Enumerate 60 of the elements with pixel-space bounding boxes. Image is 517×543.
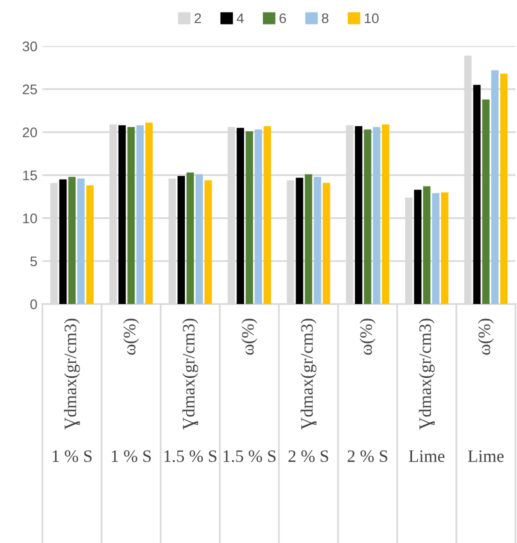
bar bbox=[314, 176, 322, 304]
bar bbox=[296, 178, 304, 304]
legend-label: 4 bbox=[236, 13, 244, 24]
text: 2 % S bbox=[348, 450, 388, 462]
x-tick-label: ω(%) bbox=[241, 318, 258, 355]
bar bbox=[196, 174, 203, 304]
bar bbox=[382, 124, 390, 304]
x-tick-label: Ɣdmax(gr/cm3) bbox=[300, 318, 316, 430]
bar bbox=[246, 131, 254, 304]
bar bbox=[364, 130, 372, 304]
bar bbox=[264, 126, 272, 304]
y-tick-label: 0 bbox=[30, 299, 37, 310]
y-tick-label: 25 bbox=[22, 84, 37, 94]
bar bbox=[136, 125, 144, 304]
y-tick-label: 20 bbox=[22, 127, 37, 138]
x-tick-label: ω(%) bbox=[123, 318, 139, 355]
bar bbox=[204, 180, 212, 304]
bar bbox=[482, 99, 490, 304]
x-tick-label: Ɣdmax(gr/cm3) bbox=[64, 318, 80, 430]
y-tick-label: 30 bbox=[22, 41, 37, 52]
bar bbox=[236, 128, 244, 304]
bar bbox=[423, 186, 430, 304]
bar bbox=[473, 84, 481, 304]
bar bbox=[118, 125, 126, 304]
bar bbox=[414, 190, 422, 304]
legend-label: 6 bbox=[280, 13, 286, 24]
bar bbox=[432, 193, 440, 304]
bar bbox=[441, 192, 448, 304]
text: Lime bbox=[408, 450, 444, 462]
bar bbox=[322, 182, 330, 304]
bar bbox=[372, 126, 380, 304]
bar bbox=[491, 70, 499, 304]
bar bbox=[127, 126, 135, 304]
bar bbox=[68, 176, 76, 304]
bar bbox=[500, 74, 508, 304]
bar bbox=[86, 185, 94, 304]
legend-label: 2 bbox=[194, 13, 201, 24]
text: 2 % S bbox=[288, 450, 328, 462]
bar bbox=[59, 179, 67, 304]
x-tick-label: ω(%) bbox=[478, 318, 494, 355]
text: 1.5 % S bbox=[224, 450, 276, 462]
bar bbox=[354, 126, 362, 304]
legend-label: 8 bbox=[322, 13, 328, 24]
text: Lime bbox=[468, 450, 504, 462]
bar bbox=[145, 122, 153, 304]
y-tick-label: 15 bbox=[23, 170, 37, 180]
x-tick-label: Ɣdmax(gr/cm3) bbox=[418, 318, 435, 430]
x-tick-label: Ɣdmax(gr/cm3) bbox=[182, 318, 198, 430]
bar bbox=[77, 178, 85, 304]
y-tick-label: 5 bbox=[30, 256, 37, 266]
text: 1 % S bbox=[52, 450, 92, 462]
bar bbox=[186, 172, 194, 304]
text: 1.5 % S bbox=[164, 450, 216, 462]
text: 1 % S bbox=[112, 450, 151, 462]
y-tick-label: 10 bbox=[23, 213, 37, 224]
bar bbox=[178, 176, 185, 304]
x-tick-label: ω(%) bbox=[360, 318, 376, 355]
bar bbox=[304, 174, 312, 304]
bar bbox=[254, 130, 262, 304]
legend-label: 10 bbox=[364, 13, 379, 24]
